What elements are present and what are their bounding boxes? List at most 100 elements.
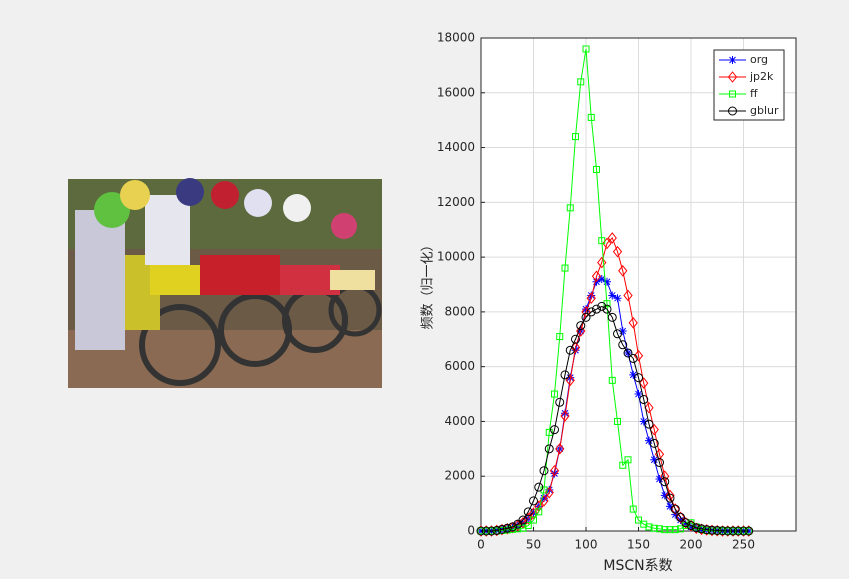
x-tick-label: 50	[526, 538, 541, 552]
marker	[608, 376, 616, 384]
marker	[728, 106, 737, 116]
marker	[560, 370, 570, 380]
marker	[534, 482, 544, 492]
photo-helmet	[211, 181, 239, 209]
marker	[628, 317, 638, 329]
marker	[650, 524, 658, 532]
x-tick-label: 150	[627, 538, 650, 552]
marker	[592, 304, 601, 314]
marker	[593, 165, 600, 173]
y-tick-label: 12000	[437, 195, 475, 209]
marker	[676, 516, 685, 525]
marker	[502, 523, 512, 533]
y-tick-label: 16000	[437, 85, 475, 99]
marker	[660, 477, 670, 487]
marker	[497, 524, 507, 534]
marker	[487, 526, 496, 536]
marker	[739, 526, 748, 536]
marker	[670, 504, 680, 514]
marker	[524, 522, 532, 530]
marker	[639, 377, 649, 389]
marker	[555, 397, 565, 407]
marker	[681, 520, 690, 529]
marker	[634, 373, 643, 383]
marker	[686, 521, 696, 531]
marker	[665, 489, 675, 502]
marker	[560, 410, 570, 422]
marker	[535, 508, 543, 516]
marker	[666, 526, 674, 534]
legend-box	[713, 49, 785, 121]
marker	[561, 264, 569, 272]
marker	[613, 329, 622, 339]
marker	[639, 395, 649, 405]
marker	[518, 515, 528, 525]
x-tick-label: 100	[575, 538, 598, 552]
marker	[728, 526, 738, 536]
x-axis-label: MSCN系数	[603, 558, 672, 574]
marker	[549, 464, 560, 477]
marker	[523, 507, 533, 517]
marker	[644, 419, 654, 429]
x-tick-label: 250	[732, 538, 755, 552]
marker	[577, 78, 585, 86]
marker	[644, 401, 654, 414]
marker	[597, 256, 607, 269]
marker	[618, 327, 627, 336]
marker	[582, 45, 590, 53]
marker	[476, 526, 486, 536]
marker	[718, 526, 727, 536]
marker	[624, 456, 632, 464]
photo	[68, 178, 382, 388]
marker	[666, 502, 674, 511]
y-tick-label: 0	[467, 524, 475, 538]
marker	[603, 300, 611, 308]
y-tick-label: 6000	[444, 359, 475, 373]
marker	[613, 294, 622, 303]
marker	[607, 312, 617, 322]
marker	[649, 438, 659, 448]
marker	[691, 523, 701, 533]
marker	[539, 466, 549, 476]
photo-bike	[330, 270, 375, 290]
marker	[602, 304, 612, 314]
marker	[586, 292, 596, 304]
photo-rider	[75, 210, 125, 350]
marker	[744, 526, 754, 536]
marker	[670, 503, 680, 515]
marker	[603, 277, 611, 286]
marker	[566, 204, 574, 212]
marker	[514, 525, 522, 533]
marker	[723, 526, 733, 536]
marker	[645, 523, 653, 531]
y-tick-label: 10000	[437, 250, 475, 264]
legend-label: ff	[750, 87, 758, 100]
photo-helmet	[244, 189, 272, 217]
marker	[676, 512, 685, 522]
marker	[618, 340, 628, 350]
marker	[586, 307, 596, 317]
marker	[608, 291, 617, 300]
marker	[582, 305, 590, 314]
series-line	[481, 305, 749, 532]
marker	[628, 353, 638, 363]
marker	[572, 133, 579, 141]
marker	[656, 525, 663, 533]
marker	[576, 325, 586, 337]
marker	[540, 494, 548, 503]
photo-wheel	[139, 304, 221, 386]
marker	[687, 522, 695, 531]
photo-helmet	[94, 192, 130, 228]
marker	[665, 493, 675, 503]
marker	[587, 291, 596, 300]
y-tick-label: 2000	[444, 469, 475, 483]
marker	[481, 526, 491, 536]
marker	[619, 461, 627, 469]
y-axis-label: 频数（归一化）	[421, 238, 436, 329]
marker	[729, 90, 736, 98]
marker	[581, 312, 591, 322]
photo-helmet	[331, 213, 357, 239]
marker	[727, 71, 738, 83]
y-tick-label: 18000	[437, 31, 475, 45]
